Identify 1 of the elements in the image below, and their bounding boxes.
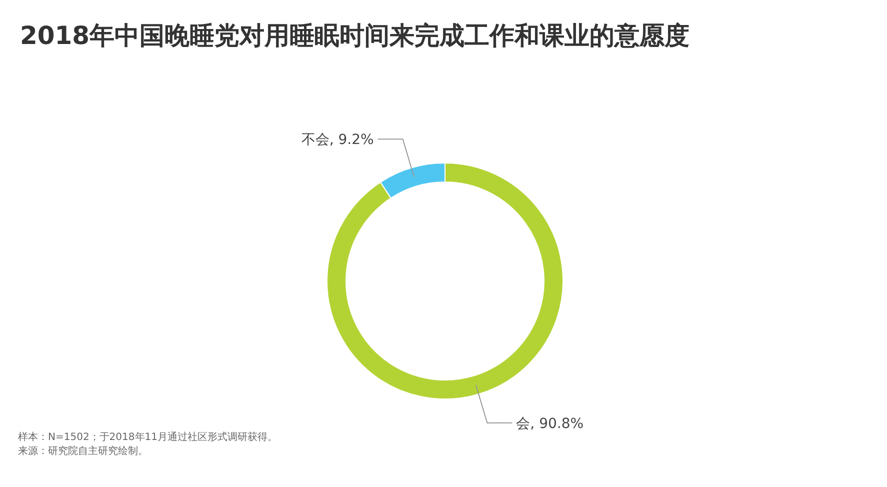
title: 2018年中国晚睡党对用睡眠时间来完成工作和课业的意愿度 bbox=[20, 21, 690, 50]
